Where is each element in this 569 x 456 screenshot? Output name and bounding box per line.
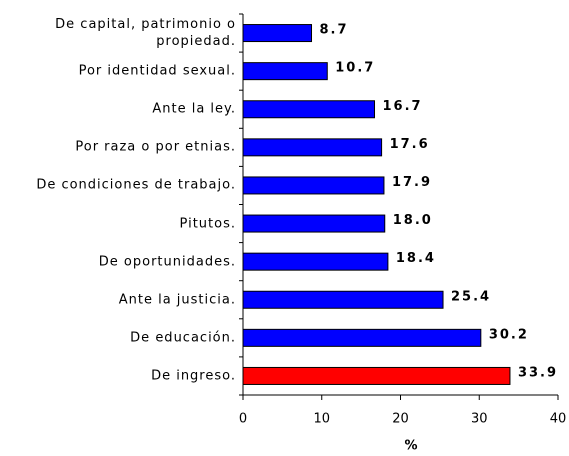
bar: [242, 214, 386, 233]
category-label: De capital, patrimonio o propiedad.: [55, 17, 236, 50]
x-tick-label: 40: [550, 412, 567, 427]
x-axis-label: %: [404, 439, 417, 454]
value-label: 18.0: [393, 213, 433, 228]
category-label: De educación.: [130, 330, 236, 346]
value-label: 25.4: [451, 289, 491, 304]
value-label: 17.9: [392, 175, 432, 190]
category-label: Pitutos.: [179, 216, 236, 232]
value-label: 18.4: [396, 251, 436, 266]
bar: [242, 328, 482, 347]
bar: [242, 138, 383, 157]
value-label: 16.7: [383, 99, 423, 114]
bar: [242, 62, 328, 81]
bar: [242, 100, 376, 119]
bar: [242, 366, 511, 385]
category-label: De ingreso.: [151, 368, 236, 384]
bar: [242, 176, 385, 195]
value-label: 30.2: [489, 327, 529, 342]
category-label: Ante la justicia.: [118, 292, 236, 308]
value-label: 33.9: [518, 365, 558, 380]
x-tick-label: 20: [392, 412, 409, 427]
value-label: 17.6: [390, 137, 430, 152]
category-label: Por identidad sexual.: [78, 63, 236, 79]
value-label: 8.7: [320, 23, 349, 38]
bar: [242, 24, 313, 43]
category-label: De condiciones de trabajo.: [36, 177, 236, 193]
category-label: Ante la ley.: [152, 101, 236, 117]
category-label: De oportunidades.: [98, 254, 236, 270]
value-label: 10.7: [335, 61, 375, 76]
bar: [242, 252, 389, 271]
category-label: Por raza o por etnias.: [75, 139, 236, 155]
x-tick-label: 10: [313, 412, 330, 427]
x-tick-label: 0: [239, 412, 247, 427]
x-tick-label: 30: [471, 412, 488, 427]
bar: [242, 290, 444, 309]
